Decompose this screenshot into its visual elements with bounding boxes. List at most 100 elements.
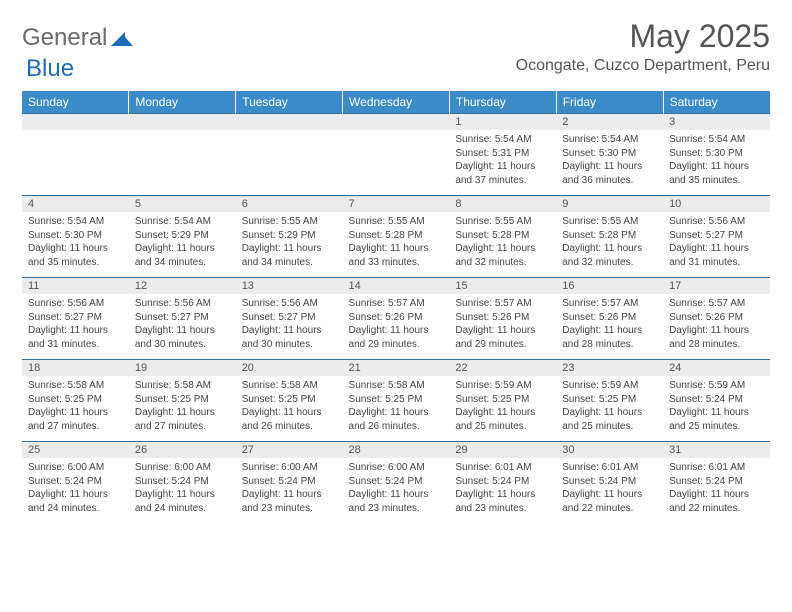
daylight-text: Daylight: 11 hours and 34 minutes. bbox=[135, 242, 230, 269]
calendar-cell: 28Sunrise: 6:00 AMSunset: 5:24 PMDayligh… bbox=[343, 442, 450, 524]
sunset-text: Sunset: 5:24 PM bbox=[349, 475, 444, 489]
sunset-text: Sunset: 5:26 PM bbox=[669, 311, 764, 325]
daylight-text: Daylight: 11 hours and 35 minutes. bbox=[28, 242, 123, 269]
sunset-text: Sunset: 5:24 PM bbox=[242, 475, 337, 489]
day-header: Friday bbox=[556, 91, 663, 114]
daylight-text: Daylight: 11 hours and 28 minutes. bbox=[562, 324, 657, 351]
sunset-text: Sunset: 5:29 PM bbox=[242, 229, 337, 243]
day-header: Tuesday bbox=[236, 91, 343, 114]
day-content: Sunrise: 5:59 AMSunset: 5:25 PMDaylight:… bbox=[449, 376, 556, 441]
sunset-text: Sunset: 5:24 PM bbox=[28, 475, 123, 489]
calendar-week: 1Sunrise: 5:54 AMSunset: 5:31 PMDaylight… bbox=[22, 114, 770, 196]
calendar-cell: 30Sunrise: 6:01 AMSunset: 5:24 PMDayligh… bbox=[556, 442, 663, 524]
calendar-week: 25Sunrise: 6:00 AMSunset: 5:24 PMDayligh… bbox=[22, 442, 770, 524]
day-content: Sunrise: 5:59 AMSunset: 5:24 PMDaylight:… bbox=[663, 376, 770, 441]
day-content: Sunrise: 6:00 AMSunset: 5:24 PMDaylight:… bbox=[343, 458, 450, 523]
day-number: 24 bbox=[663, 360, 770, 376]
calendar-cell: 31Sunrise: 6:01 AMSunset: 5:24 PMDayligh… bbox=[663, 442, 770, 524]
calendar-table: SundayMondayTuesdayWednesdayThursdayFrid… bbox=[22, 91, 770, 523]
day-number: 30 bbox=[556, 442, 663, 458]
day-number: 18 bbox=[22, 360, 129, 376]
calendar-cell: 23Sunrise: 5:59 AMSunset: 5:25 PMDayligh… bbox=[556, 360, 663, 442]
calendar-cell: 17Sunrise: 5:57 AMSunset: 5:26 PMDayligh… bbox=[663, 278, 770, 360]
sunrise-text: Sunrise: 5:59 AM bbox=[455, 379, 550, 393]
daylight-text: Daylight: 11 hours and 28 minutes. bbox=[669, 324, 764, 351]
sunset-text: Sunset: 5:30 PM bbox=[669, 147, 764, 161]
day-number bbox=[22, 114, 129, 130]
day-content bbox=[343, 130, 450, 188]
day-content: Sunrise: 5:55 AMSunset: 5:28 PMDaylight:… bbox=[556, 212, 663, 277]
sunset-text: Sunset: 5:26 PM bbox=[455, 311, 550, 325]
sunrise-text: Sunrise: 5:54 AM bbox=[28, 215, 123, 229]
calendar-cell: 8Sunrise: 5:55 AMSunset: 5:28 PMDaylight… bbox=[449, 196, 556, 278]
daylight-text: Daylight: 11 hours and 29 minutes. bbox=[455, 324, 550, 351]
daylight-text: Daylight: 11 hours and 35 minutes. bbox=[669, 160, 764, 187]
daylight-text: Daylight: 11 hours and 27 minutes. bbox=[135, 406, 230, 433]
calendar-cell: 9Sunrise: 5:55 AMSunset: 5:28 PMDaylight… bbox=[556, 196, 663, 278]
sunset-text: Sunset: 5:28 PM bbox=[349, 229, 444, 243]
calendar-cell: 21Sunrise: 5:58 AMSunset: 5:25 PMDayligh… bbox=[343, 360, 450, 442]
calendar-cell: 27Sunrise: 6:00 AMSunset: 5:24 PMDayligh… bbox=[236, 442, 343, 524]
calendar-cell: 11Sunrise: 5:56 AMSunset: 5:27 PMDayligh… bbox=[22, 278, 129, 360]
day-number: 6 bbox=[236, 196, 343, 212]
daylight-text: Daylight: 11 hours and 25 minutes. bbox=[562, 406, 657, 433]
day-content: Sunrise: 5:57 AMSunset: 5:26 PMDaylight:… bbox=[343, 294, 450, 359]
daylight-text: Daylight: 11 hours and 27 minutes. bbox=[28, 406, 123, 433]
sunrise-text: Sunrise: 6:01 AM bbox=[455, 461, 550, 475]
day-content: Sunrise: 5:55 AMSunset: 5:28 PMDaylight:… bbox=[449, 212, 556, 277]
day-content: Sunrise: 5:54 AMSunset: 5:31 PMDaylight:… bbox=[449, 130, 556, 195]
day-content: Sunrise: 5:57 AMSunset: 5:26 PMDaylight:… bbox=[663, 294, 770, 359]
sunrise-text: Sunrise: 6:01 AM bbox=[562, 461, 657, 475]
day-number: 9 bbox=[556, 196, 663, 212]
daylight-text: Daylight: 11 hours and 32 minutes. bbox=[455, 242, 550, 269]
day-number: 29 bbox=[449, 442, 556, 458]
sunrise-text: Sunrise: 5:59 AM bbox=[669, 379, 764, 393]
logo-word1: General bbox=[22, 24, 107, 52]
sunrise-text: Sunrise: 5:56 AM bbox=[669, 215, 764, 229]
day-number: 19 bbox=[129, 360, 236, 376]
day-content: Sunrise: 5:54 AMSunset: 5:30 PMDaylight:… bbox=[663, 130, 770, 195]
day-number: 10 bbox=[663, 196, 770, 212]
day-content: Sunrise: 5:54 AMSunset: 5:29 PMDaylight:… bbox=[129, 212, 236, 277]
day-content: Sunrise: 5:54 AMSunset: 5:30 PMDaylight:… bbox=[556, 130, 663, 195]
daylight-text: Daylight: 11 hours and 31 minutes. bbox=[28, 324, 123, 351]
daylight-text: Daylight: 11 hours and 33 minutes. bbox=[349, 242, 444, 269]
calendar-cell: 26Sunrise: 6:00 AMSunset: 5:24 PMDayligh… bbox=[129, 442, 236, 524]
day-number: 8 bbox=[449, 196, 556, 212]
calendar-cell: 19Sunrise: 5:58 AMSunset: 5:25 PMDayligh… bbox=[129, 360, 236, 442]
sunrise-text: Sunrise: 5:56 AM bbox=[242, 297, 337, 311]
sunrise-text: Sunrise: 5:55 AM bbox=[455, 215, 550, 229]
calendar-cell: 15Sunrise: 5:57 AMSunset: 5:26 PMDayligh… bbox=[449, 278, 556, 360]
sunset-text: Sunset: 5:24 PM bbox=[455, 475, 550, 489]
day-number: 31 bbox=[663, 442, 770, 458]
day-header: Saturday bbox=[663, 91, 770, 114]
daylight-text: Daylight: 11 hours and 23 minutes. bbox=[349, 488, 444, 515]
sunset-text: Sunset: 5:26 PM bbox=[349, 311, 444, 325]
day-number: 3 bbox=[663, 114, 770, 130]
day-header: Sunday bbox=[22, 91, 129, 114]
day-content bbox=[22, 130, 129, 188]
sunset-text: Sunset: 5:30 PM bbox=[28, 229, 123, 243]
day-content: Sunrise: 5:58 AMSunset: 5:25 PMDaylight:… bbox=[129, 376, 236, 441]
daylight-text: Daylight: 11 hours and 34 minutes. bbox=[242, 242, 337, 269]
calendar-week: 11Sunrise: 5:56 AMSunset: 5:27 PMDayligh… bbox=[22, 278, 770, 360]
daylight-text: Daylight: 11 hours and 29 minutes. bbox=[349, 324, 444, 351]
daylight-text: Daylight: 11 hours and 25 minutes. bbox=[669, 406, 764, 433]
day-number: 27 bbox=[236, 442, 343, 458]
day-content: Sunrise: 5:56 AMSunset: 5:27 PMDaylight:… bbox=[22, 294, 129, 359]
day-content: Sunrise: 6:00 AMSunset: 5:24 PMDaylight:… bbox=[22, 458, 129, 523]
sunset-text: Sunset: 5:31 PM bbox=[455, 147, 550, 161]
day-content: Sunrise: 5:58 AMSunset: 5:25 PMDaylight:… bbox=[22, 376, 129, 441]
sunset-text: Sunset: 5:24 PM bbox=[669, 393, 764, 407]
calendar-cell: 1Sunrise: 5:54 AMSunset: 5:31 PMDaylight… bbox=[449, 114, 556, 196]
sunrise-text: Sunrise: 5:58 AM bbox=[135, 379, 230, 393]
day-header: Monday bbox=[129, 91, 236, 114]
sunset-text: Sunset: 5:25 PM bbox=[349, 393, 444, 407]
sunrise-text: Sunrise: 5:56 AM bbox=[28, 297, 123, 311]
daylight-text: Daylight: 11 hours and 23 minutes. bbox=[242, 488, 337, 515]
daylight-text: Daylight: 11 hours and 32 minutes. bbox=[562, 242, 657, 269]
calendar-cell: 22Sunrise: 5:59 AMSunset: 5:25 PMDayligh… bbox=[449, 360, 556, 442]
day-content: Sunrise: 6:00 AMSunset: 5:24 PMDaylight:… bbox=[236, 458, 343, 523]
day-number: 12 bbox=[129, 278, 236, 294]
day-number: 11 bbox=[22, 278, 129, 294]
